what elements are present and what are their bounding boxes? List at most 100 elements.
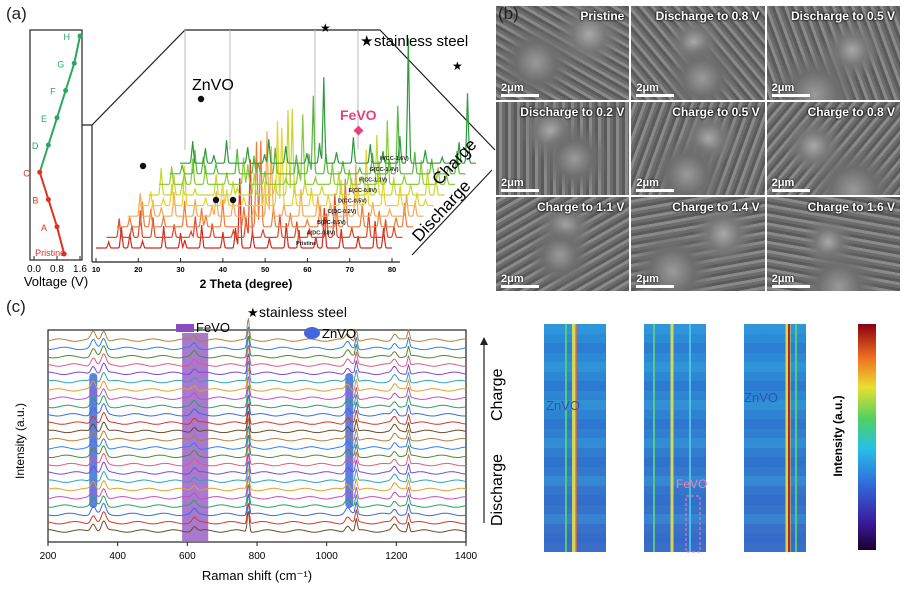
raman-steel-legend: stainless steel [259,304,347,320]
voltage-tick-label: 0.0 [27,264,41,275]
raman-ticks: 200 400 600 800 1000 1200 1400 [40,542,478,562]
voltage-axis-label: Voltage (V) [24,274,88,289]
heatmap-peak-line [565,324,567,552]
raman-tick-label: 1400 [455,551,478,562]
heatmap-peak-line [653,324,655,552]
raman-zn-band [89,373,98,508]
sem-caption: Charge to 0.5 V [672,104,760,119]
xrd-trace [159,114,455,185]
heatmap-2-fevo-label: FeVO [676,477,707,491]
sem-scale-bar [771,284,810,288]
xrd-trace-label: G(CC-1.4V) [370,167,399,173]
xrd-trace-label: B(DC-0.5V) [317,220,346,226]
heatmap-peak-line [575,324,577,552]
heatmap-band [644,533,706,543]
raman-znvo-legend-swatch [304,327,320,339]
voltage-point-label-f: F [50,87,56,97]
sem-scale-label: 2μm [636,81,659,94]
raman-trace [47,376,467,400]
sem-scale-label: 2μm [501,81,524,94]
voltage-point-label-c: C [23,168,30,178]
voltage-point-d [45,142,51,148]
sem-tile: Charge to 1.1 V 2μm [496,197,630,291]
sem-scale-bar [636,284,675,288]
raman-tick-label: 600 [179,551,196,562]
xrd-x-label: 2 Theta (degree) [200,277,293,291]
xrd-trace [138,120,434,207]
xrd-direction-arrow [411,169,493,256]
xrd-tick-label: 70 [346,265,354,274]
panel-b-label: (b) [498,4,519,23]
heatmap-2 [644,324,706,552]
raman-trace [48,326,467,351]
sem-tile: Pristine 2μm [496,6,630,100]
voltage-point-f [63,88,69,93]
heatmap-band [744,514,806,524]
heatmap-band [744,476,806,486]
sem-scale-bar [771,93,810,97]
sem-tile: Charge to 1.6 V 2μm [766,197,900,291]
raman-trace [47,385,467,409]
voltage-point-pristine [61,251,67,257]
sem-image [496,197,630,291]
heatmaps: ZnVO FeVO ZnVO Intensity (a.u.) [544,324,876,553]
voltage-point-label-a: A [41,223,47,233]
heatmap-band [744,495,806,505]
sem-scale-label: 2μm [771,81,795,94]
panel-a-label: (a) [6,4,27,23]
sem-scale-label: 2μm [636,177,659,190]
sem-tile: Charge to 0.8 V 2μm [766,101,900,196]
voltage-ticks: 0.0 0.8 1.6 [27,256,87,275]
heatmap-1-znvo-label: ZnVO [546,398,580,413]
raman-trace [47,345,466,367]
sem-scale-label: 2μm [636,272,659,285]
sem-image [766,6,900,100]
raman-trace [47,418,467,442]
sem-scale-label: 2μm [501,177,524,190]
voltage-frame [29,29,83,261]
sem-scale-label: 2μm [771,272,795,285]
voltage-point-label-g: G [57,59,64,69]
sem-caption: Charge to 1.6 V [807,200,895,215]
raman-tick-label: 200 [40,551,57,562]
raman-discharge-label: Discharge [489,454,506,526]
panel-c-figure: 200 400 600 800 1000 1200 1400 Raman shift (cm… [13,304,506,583]
raman-trace [47,403,467,425]
heatmap-band [644,457,706,467]
heatmap-band [744,457,806,467]
xrd-steel-legend: stainless steel [374,33,468,50]
xrd-znvo-label: ZnVO [192,77,234,94]
xrd-steel-star-peak-2: ★ [452,59,463,73]
sem-image [766,101,900,196]
raman-trace [47,475,467,500]
xrd-trace [180,38,476,164]
raman-trace [47,335,467,359]
voltage-point-h [77,33,83,39]
sem-scale-bar [771,189,810,193]
sem-tile: Charge to 1.4 V 2μm [631,197,765,291]
sem-tile: Discharge to 0.5 V 2μm [766,6,900,100]
xrd-trace [106,159,403,238]
voltage-curve: Pristine A B C D E F G H [23,32,83,258]
heatmap-peak-line [795,324,797,552]
heatmap-peak-line [689,324,691,552]
xrd-tick-label: 50 [261,265,269,274]
raman-steel-star: ★ [247,305,259,320]
raman-znvo-legend: ZnVO [322,326,356,341]
raman-trace [47,503,466,525]
raman-tick-label: 400 [109,551,126,562]
raman-tick-label: 1000 [316,551,339,562]
xrd-trace-label: Pristine [296,241,316,247]
sem-image [496,6,630,100]
xrd-trace-label: C(DC-0.2V) [328,209,357,215]
raman-tick-label: 800 [249,551,266,562]
voltage-charge-line [38,35,81,173]
heatmap-band [744,400,806,410]
panel-a-figure: Pristine A B C D E F G H 0.0 0.8 1.6 Voltage (V) P… [23,21,496,291]
sem-caption: Charge to 1.4 V [672,200,760,215]
raman-frame [47,329,467,543]
raman-fevo-legend-swatch [176,324,194,332]
voltage-point-label-pristine: Pristine [35,248,65,258]
xrd-steel-star-peak-1: ★ [320,21,331,35]
heatmap-band [744,343,806,353]
